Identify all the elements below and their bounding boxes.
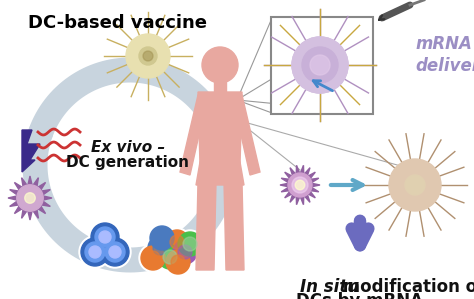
Circle shape	[165, 230, 189, 254]
Text: DCs by mRNA: DCs by mRNA	[297, 292, 423, 299]
Circle shape	[109, 246, 121, 258]
Polygon shape	[224, 182, 244, 270]
Circle shape	[310, 55, 330, 75]
Text: mRNA
delivery: mRNA delivery	[415, 35, 474, 75]
Circle shape	[17, 185, 43, 211]
Circle shape	[99, 236, 131, 268]
Circle shape	[292, 37, 348, 93]
Circle shape	[171, 255, 185, 269]
Text: In situ: In situ	[300, 278, 359, 296]
Circle shape	[156, 243, 184, 271]
FancyBboxPatch shape	[271, 17, 373, 114]
Circle shape	[166, 250, 190, 274]
Circle shape	[288, 173, 312, 197]
Circle shape	[163, 228, 191, 256]
Polygon shape	[22, 130, 40, 172]
Circle shape	[148, 236, 172, 260]
Circle shape	[202, 47, 238, 83]
Circle shape	[89, 221, 121, 253]
Circle shape	[139, 244, 167, 272]
Circle shape	[95, 227, 115, 247]
Circle shape	[79, 236, 111, 268]
Circle shape	[302, 47, 338, 83]
Circle shape	[150, 226, 174, 250]
Circle shape	[292, 37, 348, 93]
Circle shape	[153, 241, 167, 255]
Circle shape	[146, 234, 174, 262]
Circle shape	[99, 231, 111, 243]
Circle shape	[81, 238, 109, 266]
Circle shape	[105, 242, 125, 262]
Circle shape	[164, 248, 192, 276]
Circle shape	[295, 180, 305, 190]
Polygon shape	[196, 162, 244, 185]
Polygon shape	[196, 182, 216, 270]
Circle shape	[171, 238, 199, 266]
Circle shape	[176, 230, 204, 258]
Circle shape	[173, 240, 197, 264]
Text: Ex vivo –: Ex vivo –	[91, 141, 165, 155]
Circle shape	[25, 193, 35, 203]
Circle shape	[139, 47, 157, 65]
Polygon shape	[232, 95, 260, 175]
Circle shape	[163, 250, 177, 264]
Polygon shape	[180, 95, 208, 175]
Text: DC-based vaccine: DC-based vaccine	[28, 14, 208, 32]
Text: modification of: modification of	[337, 278, 474, 296]
Circle shape	[101, 238, 129, 266]
Circle shape	[292, 177, 308, 193]
Bar	[214, 80, 226, 92]
Circle shape	[91, 223, 119, 251]
Circle shape	[85, 242, 105, 262]
Circle shape	[178, 245, 192, 259]
Circle shape	[141, 246, 165, 270]
Circle shape	[148, 224, 176, 252]
Circle shape	[178, 232, 202, 256]
Polygon shape	[198, 92, 242, 165]
Circle shape	[405, 175, 425, 195]
Circle shape	[143, 51, 153, 61]
Circle shape	[183, 237, 197, 251]
Polygon shape	[8, 176, 52, 220]
Circle shape	[155, 231, 169, 245]
Circle shape	[146, 251, 160, 265]
Circle shape	[126, 34, 170, 78]
Circle shape	[170, 235, 184, 249]
Text: DC generation: DC generation	[66, 155, 190, 170]
Circle shape	[158, 245, 182, 269]
Polygon shape	[280, 165, 320, 205]
Circle shape	[89, 246, 101, 258]
Circle shape	[389, 159, 441, 211]
